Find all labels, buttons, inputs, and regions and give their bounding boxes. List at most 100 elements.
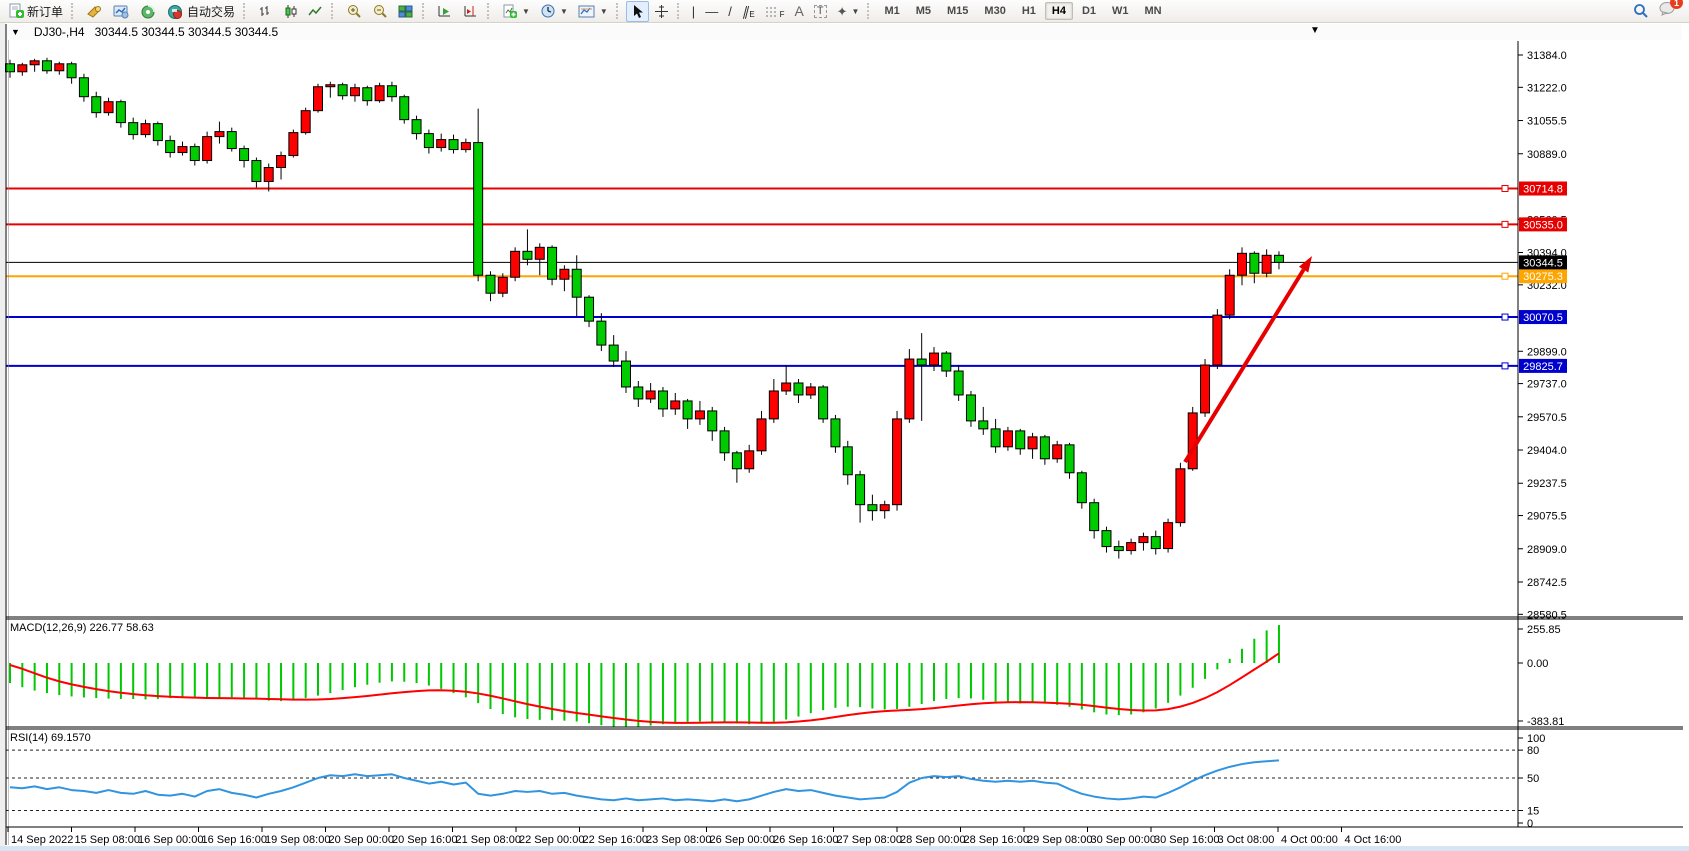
timeframe-button-h1[interactable]: H1: [1021, 5, 1036, 17]
svg-text:29899.0: 29899.0: [1527, 346, 1567, 358]
fibonacci-icon: [765, 7, 778, 16]
candlestick-chart-button[interactable]: [278, 1, 303, 22]
svg-text:30344.5: 30344.5: [1523, 257, 1563, 269]
text-label-tool-button[interactable]: T: [809, 1, 832, 22]
svg-text:29404.0: 29404.0: [1527, 445, 1567, 457]
subwindow-arrow-icon[interactable]: ▼: [1310, 25, 1320, 36]
signals-button[interactable]: [135, 1, 162, 22]
timeframe-button-h4[interactable]: H4: [1044, 2, 1073, 20]
svg-text:16 Sep 00:00: 16 Sep 00:00: [138, 834, 203, 846]
channel-icon: ∥: [741, 3, 749, 19]
svg-text:30535.0: 30535.0: [1523, 219, 1563, 231]
svg-text:29 Sep 08:00: 29 Sep 08:00: [1027, 834, 1092, 846]
zoom-in-icon: [348, 5, 361, 18]
cursor-icon: [633, 4, 643, 18]
arrows-tool-button[interactable]: ✦ ▼: [832, 1, 865, 22]
timeframe-bar: M1 M5 M15 M30 H1 H4 D1 W1 MN: [877, 2, 1168, 20]
chart-window-header[interactable]: ▼ DJ30-,H4 30344.5 30344.5 30344.5 30344…: [7, 24, 1682, 40]
channel-tool-button[interactable]: ∥ E: [737, 1, 760, 22]
chart-collapse-icon[interactable]: ▼: [11, 27, 20, 37]
svg-text:255.85: 255.85: [1527, 624, 1561, 636]
svg-text:20 Sep 00:00: 20 Sep 00:00: [329, 834, 394, 846]
svg-text:31384.0: 31384.0: [1527, 50, 1567, 62]
bar-chart-button[interactable]: [253, 1, 278, 22]
svg-text:-383.81: -383.81: [1527, 716, 1564, 728]
templates-icon: [578, 5, 595, 17]
svg-text:21 Sep 08:00: 21 Sep 08:00: [456, 834, 521, 846]
toolbar-separator: [243, 3, 248, 19]
svg-text:30 Sep 16:00: 30 Sep 16:00: [1154, 834, 1219, 846]
zoom-out-button[interactable]: [367, 1, 393, 22]
periods-button[interactable]: ▼: [535, 1, 573, 22]
zoom-in-button[interactable]: [341, 1, 367, 22]
toolbar-separator: [422, 3, 427, 19]
timeframe-button-m5[interactable]: M5: [915, 5, 932, 17]
auto-scroll-icon: [438, 5, 451, 16]
new-order-button[interactable]: 新订单: [3, 1, 68, 22]
timeframe-button-m15[interactable]: M15: [947, 5, 969, 17]
svg-text:0.00: 0.00: [1527, 658, 1548, 670]
autotrading-button[interactable]: 自动交易: [162, 1, 240, 22]
new-order-icon: [9, 3, 24, 18]
market-watch-button[interactable]: [108, 1, 135, 22]
svg-text:29737.0: 29737.0: [1527, 379, 1567, 391]
fibonacci-tool-button[interactable]: F: [760, 1, 790, 22]
templates-button[interactable]: ▼: [573, 1, 613, 22]
candlestick-chart-icon: [285, 4, 297, 18]
window-bottom-edge: [0, 846, 1689, 851]
svg-text:23 Sep 08:00: 23 Sep 08:00: [646, 834, 711, 846]
svg-text:29825.7: 29825.7: [1523, 361, 1563, 373]
svg-text:15 Sep 08:00: 15 Sep 08:00: [75, 834, 140, 846]
trendline-icon: /: [728, 3, 732, 19]
chart-shift-icon: [464, 5, 477, 16]
svg-text:27 Sep 08:00: 27 Sep 08:00: [837, 834, 902, 846]
autotrading-label: 自动交易: [187, 4, 236, 19]
svg-text:16 Sep 16:00: 16 Sep 16:00: [202, 834, 267, 846]
svg-text:20 Sep 16:00: 20 Sep 16:00: [392, 834, 457, 846]
new-order-label: 新订单: [27, 4, 64, 19]
periods-clock-icon: [541, 4, 555, 18]
horizontal-line-tool-button[interactable]: —: [700, 1, 723, 22]
templates-caret-icon: ▼: [599, 6, 608, 16]
market-watch-icon: [113, 5, 129, 18]
timeframe-button-w1[interactable]: W1: [1112, 5, 1129, 17]
text-tool-button[interactable]: A: [790, 1, 809, 22]
auto-scroll-button[interactable]: [432, 1, 458, 22]
line-chart-button[interactable]: [303, 1, 328, 22]
svg-text:3 Oct 08:00: 3 Oct 08:00: [1218, 834, 1275, 846]
toolbar-separator: [676, 3, 682, 19]
timeframe-button-d1[interactable]: D1: [1081, 5, 1097, 17]
arrows-caret-icon: ▼: [851, 6, 860, 16]
timeframe-button-mn[interactable]: MN: [1144, 5, 1162, 17]
styles-button[interactable]: [81, 1, 108, 22]
tile-windows-icon: [398, 5, 413, 17]
svg-text:30275.3: 30275.3: [1523, 271, 1563, 283]
vertical-line-icon: |: [691, 3, 696, 19]
crosshair-icon: [654, 4, 668, 18]
svg-text:14 Sep 2022: 14 Sep 2022: [11, 834, 73, 846]
notifications-button[interactable]: 1: [1659, 0, 1683, 21]
autotrading-icon: [168, 4, 183, 19]
indicators-button[interactable]: ▼: [497, 1, 535, 22]
search-icon[interactable]: [1633, 3, 1649, 19]
timeframe-button-m1[interactable]: M1: [884, 5, 900, 17]
text-label-icon: T: [813, 4, 827, 18]
text-tool-icon: A: [794, 3, 804, 19]
chart-shift-button[interactable]: [458, 1, 484, 22]
svg-text:30714.8: 30714.8: [1523, 184, 1563, 196]
zoom-out-icon: [374, 5, 387, 18]
svg-text:26 Sep 16:00: 26 Sep 16:00: [773, 834, 838, 846]
crosshair-tool-button[interactable]: [649, 1, 674, 22]
channel-icon-sub: E: [749, 9, 755, 19]
chart-symbol-period: DJ30-,H4: [33, 25, 85, 39]
svg-text:29075.5: 29075.5: [1527, 511, 1567, 523]
timeframe-button-m30[interactable]: M30: [984, 5, 1006, 17]
vertical-line-tool-button[interactable]: |: [687, 1, 700, 22]
svg-text:22 Sep 16:00: 22 Sep 16:00: [583, 834, 648, 846]
indicators-icon: [503, 4, 518, 18]
trendline-tool-button[interactable]: /: [723, 1, 737, 22]
tile-windows-button[interactable]: [393, 1, 419, 22]
svg-text:30 Sep 00:00: 30 Sep 00:00: [1091, 834, 1156, 846]
cursor-tool-button[interactable]: [625, 0, 649, 22]
arrows-tool-icon: ✦: [836, 3, 848, 19]
